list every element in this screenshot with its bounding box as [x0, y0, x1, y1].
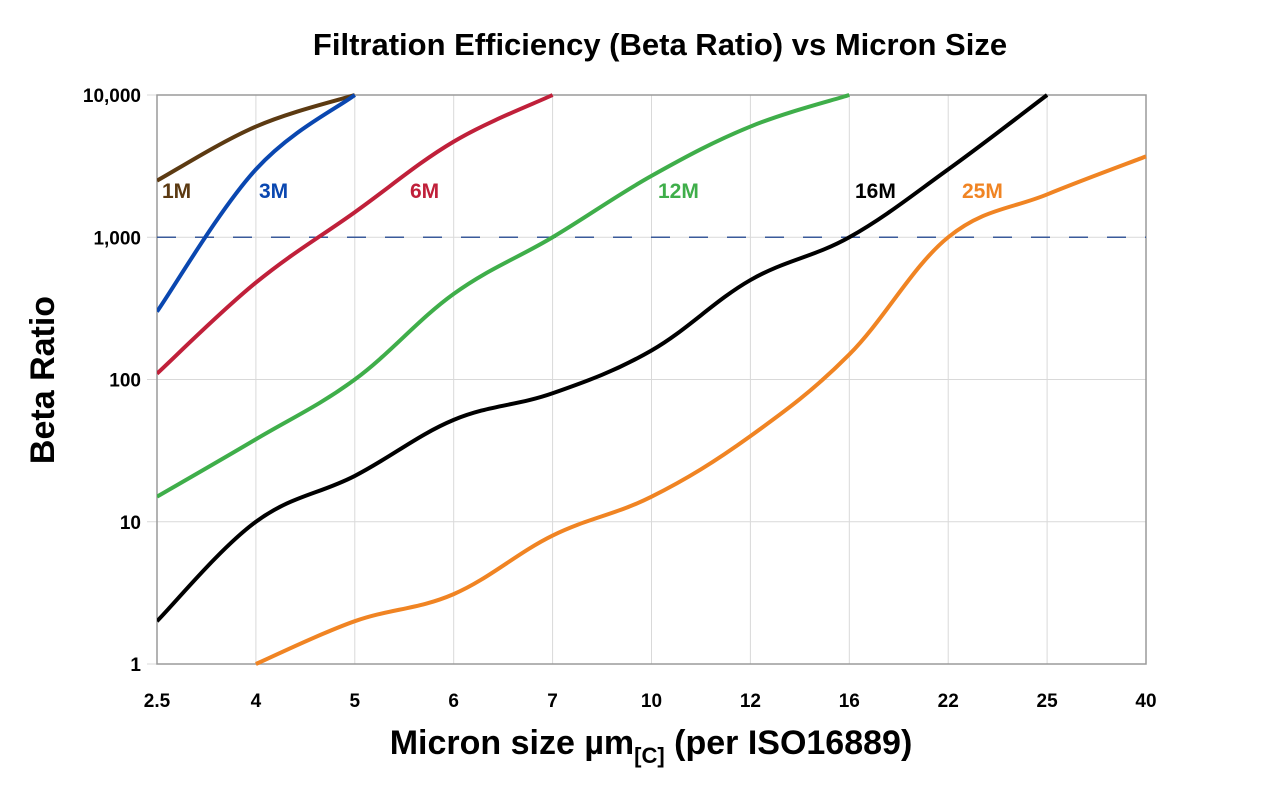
y-tick-label: 1,000: [93, 228, 141, 249]
series-label-25M: 25M: [962, 180, 1003, 203]
x-axis-label-suffix: (per ISO16889): [665, 724, 913, 762]
chart-title: Filtration Efficiency (Beta Ratio) vs Mi…: [313, 27, 1007, 62]
x-tick-label: 2.5: [144, 691, 171, 712]
series-label-16M: 16M: [855, 180, 896, 203]
x-axis-label: Micron size µm[C] (per ISO16889): [390, 724, 913, 768]
x-tick-label: 7: [547, 691, 558, 712]
y-tick-label: 100: [109, 371, 141, 392]
series-lines: [157, 93, 1147, 666]
x-axis-label-subscript: [C]: [634, 743, 665, 768]
x-tick-label: 16: [839, 691, 860, 712]
series-line-1M: [157, 93, 356, 183]
x-tick-label: 5: [350, 691, 361, 712]
x-tick-label: 22: [938, 691, 959, 712]
series-labels: 1M 3M 6M 12M 16M 25M: [162, 180, 1003, 203]
y-axis-label: Beta Ratio: [24, 296, 62, 464]
x-tick-labels: 2.5 4 5 6 7 10 12 16 22 25 40: [144, 691, 1157, 712]
x-tick-label: 6: [448, 691, 459, 712]
series-label-6M: 6M: [410, 180, 439, 203]
y-tick-label: 10: [120, 513, 141, 534]
x-tick-label: 4: [251, 691, 262, 712]
y-tick-labels: 1 10 100 1,000 10,000: [83, 86, 142, 676]
series-line-12M: [157, 93, 850, 499]
x-tick-label: 10: [641, 691, 662, 712]
series-label-3M: 3M: [259, 180, 288, 203]
series-line-16M: [157, 93, 1049, 623]
y-tick-label: 1: [130, 655, 141, 676]
x-axis-label-main: Micron size µm: [390, 724, 634, 762]
grid: [147, 94, 1147, 665]
series-line-6M: [157, 93, 554, 376]
plot-frame: [156, 94, 1147, 665]
series-label-1M: 1M: [162, 180, 191, 203]
x-tick-label: 12: [740, 691, 761, 712]
x-tick-label: 40: [1135, 691, 1156, 712]
x-tick-label: 25: [1037, 691, 1059, 712]
y-tick-label: 10,000: [83, 86, 141, 107]
series-line-3M: [157, 93, 357, 313]
series-line-25M: [255, 154, 1147, 666]
series-label-12M: 12M: [658, 180, 699, 203]
